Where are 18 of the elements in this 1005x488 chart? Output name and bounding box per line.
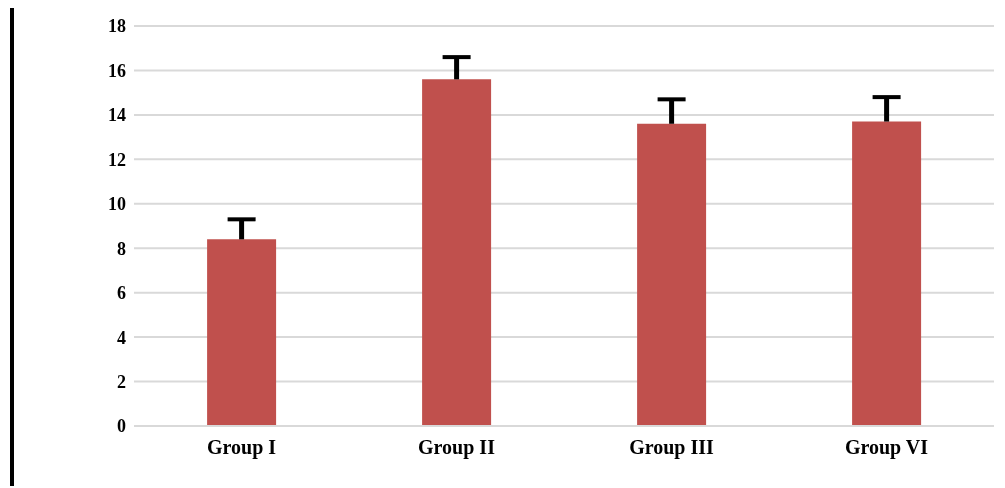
bar	[207, 239, 277, 426]
y-tick-label: 18	[108, 16, 126, 37]
y-tick-label: 2	[117, 371, 126, 392]
y-tick-label: 8	[117, 238, 126, 259]
x-tick-label: Group I	[206, 436, 277, 460]
bar	[422, 79, 492, 426]
x-tick-label: Group III	[629, 436, 715, 460]
y-tick-label: 14	[108, 105, 126, 126]
y-tick-label: 4	[117, 327, 126, 348]
y-tick-label: 12	[108, 149, 126, 170]
y-tick-label: 6	[117, 283, 126, 304]
y-tick-label: 16	[108, 60, 126, 81]
bar	[852, 121, 922, 426]
x-tick-label: Group II	[418, 436, 496, 460]
y-tick-label: 0	[117, 416, 126, 437]
y-tick-label: 10	[108, 194, 126, 215]
x-tick-label: Group VI	[844, 436, 929, 460]
bar	[637, 123, 707, 426]
